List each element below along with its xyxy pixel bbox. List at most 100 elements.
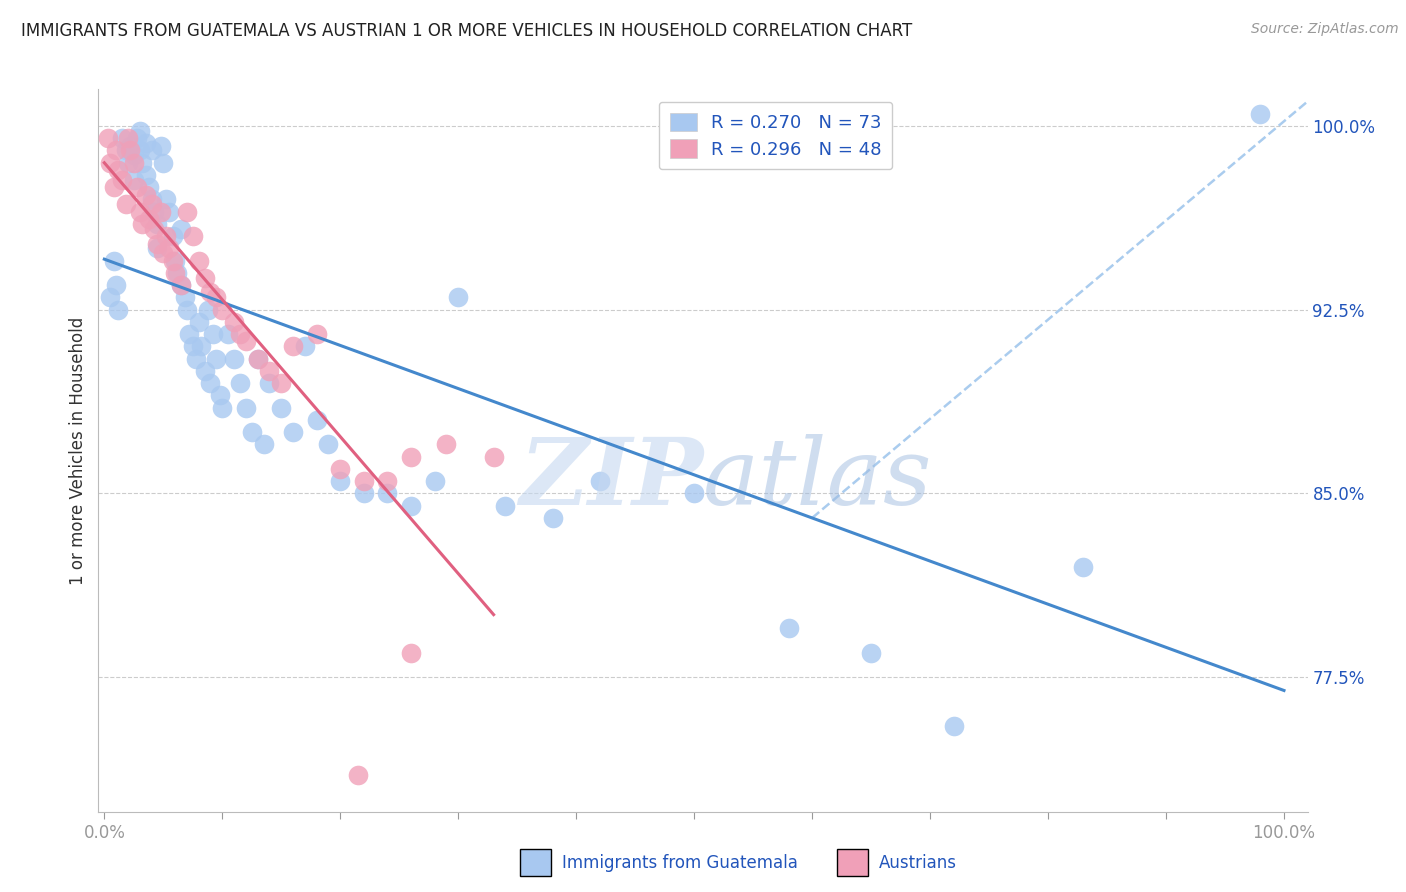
Point <box>246 351 269 366</box>
Point <box>122 155 145 169</box>
Point <box>179 327 201 342</box>
Point <box>1249 106 1271 120</box>
Point <box>194 270 217 285</box>
Point <box>447 290 470 304</box>
Point <box>281 339 304 353</box>
Point <box>157 204 180 219</box>
Point <box>131 155 153 169</box>
Point <box>494 499 516 513</box>
Point <box>201 327 224 342</box>
Point <box>105 144 128 158</box>
Point <box>377 486 399 500</box>
Point <box>305 413 328 427</box>
Point <box>190 339 212 353</box>
Point <box>211 302 233 317</box>
Point <box>98 155 121 169</box>
Point <box>141 193 163 207</box>
Point <box>97 131 120 145</box>
Text: atlas: atlas <box>703 434 932 524</box>
Text: Austrians: Austrians <box>879 854 956 871</box>
Point <box>170 222 193 236</box>
Point <box>222 351 245 366</box>
Point <box>347 768 370 782</box>
Point <box>117 155 139 169</box>
Point <box>329 474 352 488</box>
Point <box>111 131 134 145</box>
Point <box>107 163 129 178</box>
Point <box>399 450 422 464</box>
Point <box>778 621 800 635</box>
Point <box>252 437 274 451</box>
Point <box>200 285 222 300</box>
Point <box>142 204 165 219</box>
Point <box>281 425 304 439</box>
Text: Immigrants from Guatemala: Immigrants from Guatemala <box>562 854 799 871</box>
Point <box>103 253 125 268</box>
Point <box>235 334 257 349</box>
Point <box>135 168 157 182</box>
Point <box>128 204 150 219</box>
Point <box>222 315 245 329</box>
Point <box>149 204 172 219</box>
Point <box>166 266 188 280</box>
Point <box>127 180 149 194</box>
Point <box>194 364 217 378</box>
Point <box>127 131 149 145</box>
Point <box>122 148 145 162</box>
Point <box>170 278 193 293</box>
Point <box>149 138 172 153</box>
Point <box>270 376 292 390</box>
Point <box>181 229 204 244</box>
Point <box>114 197 136 211</box>
Point <box>399 499 422 513</box>
Point <box>208 388 231 402</box>
Point <box>423 474 446 488</box>
Point <box>329 462 352 476</box>
Point <box>152 155 174 169</box>
Point <box>246 351 269 366</box>
Point <box>117 131 139 145</box>
Point <box>305 327 328 342</box>
Point <box>152 246 174 260</box>
Point <box>173 290 195 304</box>
Y-axis label: 1 or more Vehicles in Household: 1 or more Vehicles in Household <box>69 317 87 584</box>
Point <box>142 222 165 236</box>
Point <box>353 474 375 488</box>
Point <box>120 138 142 153</box>
Point <box>211 401 233 415</box>
Point <box>165 253 187 268</box>
FancyBboxPatch shape <box>520 849 551 876</box>
Point <box>146 241 169 255</box>
Text: IMMIGRANTS FROM GUATEMALA VS AUSTRIAN 1 OR MORE VEHICLES IN HOUSEHOLD CORRELATIO: IMMIGRANTS FROM GUATEMALA VS AUSTRIAN 1 … <box>21 22 912 40</box>
Point <box>131 217 153 231</box>
Point <box>683 486 706 500</box>
Point <box>541 511 564 525</box>
Point <box>187 315 209 329</box>
Point <box>240 425 263 439</box>
Point <box>259 376 281 390</box>
Point <box>111 173 134 187</box>
Point <box>205 290 228 304</box>
Point <box>98 290 121 304</box>
Point <box>436 437 458 451</box>
Point <box>146 217 169 231</box>
Point <box>165 266 187 280</box>
Point <box>942 719 965 733</box>
Point <box>157 241 180 255</box>
Point <box>128 144 150 158</box>
Point <box>176 302 198 317</box>
Point <box>200 376 222 390</box>
Point <box>589 474 612 488</box>
Point <box>105 278 128 293</box>
Point <box>205 351 228 366</box>
Point <box>128 124 150 138</box>
Point <box>138 180 160 194</box>
Point <box>120 144 142 158</box>
Point <box>482 450 505 464</box>
Point <box>1073 559 1095 574</box>
Point <box>162 229 184 244</box>
Point <box>235 401 257 415</box>
Point <box>181 339 204 353</box>
Point <box>259 364 281 378</box>
Point <box>103 180 125 194</box>
